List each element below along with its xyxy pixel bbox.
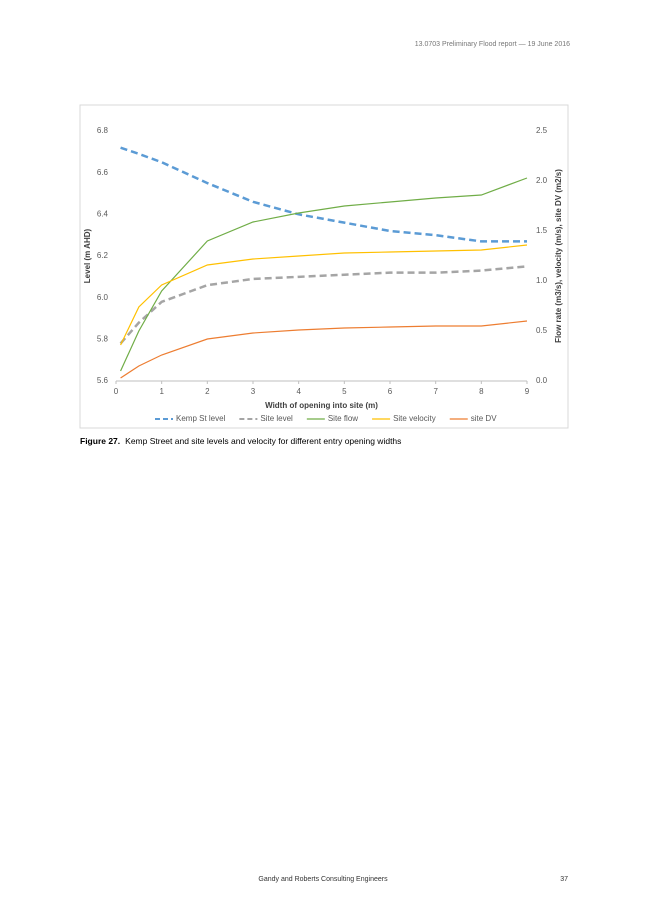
- caption-text: Kemp Street and site levels and velocity…: [125, 436, 401, 446]
- page-number: 37: [560, 876, 568, 883]
- y2-tick-label: 1.0: [536, 276, 548, 285]
- series-line: [120, 146, 527, 243]
- y-tick-label: 5.8: [97, 334, 109, 343]
- series-line: [120, 244, 528, 346]
- legend-label: site DV: [471, 414, 497, 423]
- y-tick-label: 5.6: [97, 376, 109, 385]
- y2-tick-label: 0.5: [536, 326, 548, 335]
- series-line: [120, 177, 528, 372]
- footer: Gandy and Roberts Consulting Engineers: [258, 876, 388, 883]
- y2-tick-label: 0.0: [536, 376, 548, 385]
- x-tick-label: 9: [525, 387, 530, 396]
- x-tick-label: 0: [114, 387, 119, 396]
- x-tick-label: 4: [296, 387, 301, 396]
- x-tick-label: 2: [205, 387, 210, 396]
- x-axis-title: Width of opening into site (m): [265, 401, 378, 410]
- x-tick-label: 3: [251, 387, 256, 396]
- y-tick-label: 6.0: [97, 293, 109, 302]
- y-tick-label: 6.8: [97, 126, 109, 135]
- y-tick-label: 6.4: [97, 209, 109, 218]
- x-tick-label: 5: [342, 387, 347, 396]
- y-tick-label: 6.6: [97, 168, 109, 177]
- chart-frame: [79, 104, 569, 429]
- series-line: [120, 320, 528, 379]
- caption-label: Figure 27.: [80, 436, 120, 446]
- legend-label: Site level: [260, 414, 293, 423]
- legend-label: Kemp St level: [176, 414, 226, 423]
- header: 13.0703 Preliminary Flood report — 19 Ju…: [415, 41, 570, 48]
- caption: Figure 27. Kemp Street and site levels an…: [80, 436, 401, 446]
- series-line: [119, 265, 528, 345]
- x-tick-label: 1: [159, 387, 164, 396]
- y2-tick-label: 2.5: [536, 126, 548, 135]
- legend-label: Site velocity: [393, 414, 436, 423]
- y2-tick-label: 2.0: [536, 176, 548, 185]
- x-tick-label: 6: [388, 387, 393, 396]
- x-tick-label: 7: [433, 387, 438, 396]
- y-axis-title: Level (m AHD): [83, 228, 92, 283]
- y-tick-label: 6.2: [97, 251, 109, 260]
- legend-label: Site flow: [328, 414, 358, 423]
- x-tick-label: 8: [479, 387, 484, 396]
- y2-tick-label: 1.5: [536, 226, 548, 235]
- y2-axis-title: Flow rate (m3/s), velocity (m/s), site D…: [554, 169, 563, 343]
